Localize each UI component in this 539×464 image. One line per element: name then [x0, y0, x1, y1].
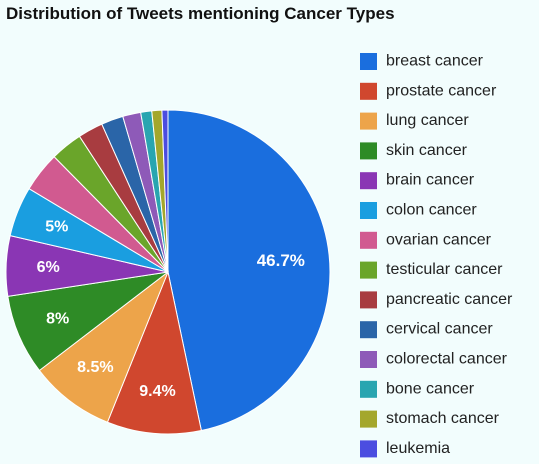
legend-swatch-lung-cancer[interactable]: [360, 112, 377, 130]
legend-label-breast-cancer[interactable]: breast cancer: [386, 53, 484, 70]
legend-swatch-colon-cancer[interactable]: [360, 202, 377, 219]
legend-swatch-bone-cancer[interactable]: [360, 380, 377, 398]
slice-label-breast-cancer: 46.7%: [257, 251, 305, 270]
legend-label-skin-cancer[interactable]: skin cancer: [386, 142, 468, 159]
legend-label-stomach-cancer[interactable]: stomach cancer: [386, 410, 500, 427]
legend-label-ovarian-cancer[interactable]: ovarian cancer: [386, 231, 492, 248]
slice-label-prostate-cancer: 9.4%: [139, 383, 175, 400]
legend-swatch-skin-cancer[interactable]: [360, 142, 377, 160]
legend-swatch-colorectal-cancer[interactable]: [360, 351, 377, 368]
legend-label-prostate-cancer[interactable]: prostate cancer: [386, 82, 497, 99]
slice-label-lung-cancer: 8.5%: [77, 359, 113, 376]
pie-slice-leukemia[interactable]: [161, 109, 169, 273]
legend-swatch-leukemia[interactable]: [360, 440, 377, 458]
pie-slices: [5, 109, 331, 435]
legend-label-brain-cancer[interactable]: brain cancer: [386, 172, 475, 189]
legend-swatch-ovarian-cancer[interactable]: [360, 231, 377, 249]
legend-label-cervical-cancer[interactable]: cervical cancer: [386, 321, 493, 338]
legend-label-leukemia[interactable]: leukemia: [386, 440, 450, 457]
legend-label-lung-cancer[interactable]: lung cancer: [386, 112, 469, 129]
legend-swatch-pancreatic-cancer[interactable]: [360, 291, 377, 309]
legend-label-pancreatic-cancer[interactable]: pancreatic cancer: [386, 291, 513, 308]
slice-label-skin-cancer: 8%: [46, 310, 69, 327]
legend-swatch-brain-cancer[interactable]: [360, 172, 377, 190]
legend-swatch-breast-cancer[interactable]: [360, 53, 377, 70]
legend: breast cancer prostate cancer lung cancer s…: [360, 53, 513, 458]
slice-label-brain-cancer: 6%: [37, 259, 60, 276]
chart-title: Distribution of Tweets mentioning Cancer…: [6, 4, 395, 23]
legend-label-testicular-cancer[interactable]: testicular cancer: [386, 261, 503, 278]
legend-swatch-prostate-cancer[interactable]: [360, 82, 377, 100]
slice-label-colon-cancer: 5%: [45, 219, 68, 236]
pie-slice-lung-cancer[interactable]: [38, 270, 170, 423]
legend-swatch-testicular-cancer[interactable]: [360, 261, 377, 279]
pie-slice-prostate-cancer[interactable]: [106, 270, 202, 435]
slice-labels: 46.7% 9.4% 8.5% 8% 6% 5%: [37, 219, 305, 400]
legend-label-colon-cancer[interactable]: colon cancer: [386, 202, 477, 219]
legend-label-bone-cancer[interactable]: bone cancer: [386, 380, 475, 397]
pie-slice-breast-cancer[interactable]: [167, 109, 331, 432]
legend-label-colorectal-cancer[interactable]: colorectal cancer: [386, 351, 508, 368]
legend-swatch-stomach-cancer[interactable]: [360, 410, 377, 428]
legend-swatch-cervical-cancer[interactable]: [360, 321, 377, 339]
